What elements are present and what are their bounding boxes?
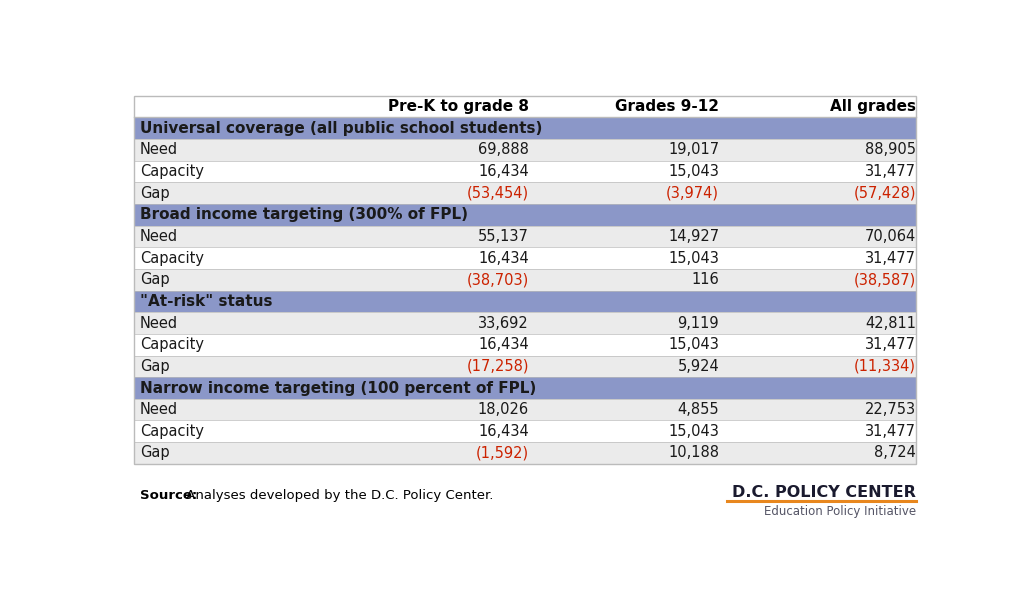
Text: 116: 116: [691, 272, 719, 287]
Text: 4,855: 4,855: [678, 402, 719, 417]
Text: Need: Need: [140, 402, 178, 417]
Text: (3,974): (3,974): [667, 186, 719, 201]
Bar: [134, 291, 916, 312]
Text: 31,477: 31,477: [865, 337, 916, 352]
Bar: [134, 269, 916, 291]
Text: 15,043: 15,043: [669, 164, 719, 179]
Text: 31,477: 31,477: [865, 164, 916, 179]
Text: (38,587): (38,587): [854, 272, 916, 287]
Bar: [134, 421, 916, 442]
Text: (1,592): (1,592): [475, 445, 528, 460]
Bar: [134, 225, 916, 247]
Text: All grades: All grades: [830, 99, 916, 114]
Text: Capacity: Capacity: [140, 164, 204, 179]
Bar: [134, 139, 916, 160]
Text: 31,477: 31,477: [865, 251, 916, 266]
Text: 31,477: 31,477: [865, 424, 916, 439]
Text: 8,724: 8,724: [874, 445, 916, 460]
Bar: [134, 182, 916, 204]
Text: Education Policy Initiative: Education Policy Initiative: [764, 505, 916, 518]
Text: Source:: Source:: [140, 489, 198, 502]
Text: Grades 9-12: Grades 9-12: [615, 99, 719, 114]
Text: 19,017: 19,017: [668, 142, 719, 158]
Text: 22,753: 22,753: [865, 402, 916, 417]
Text: Capacity: Capacity: [140, 337, 204, 352]
Text: Capacity: Capacity: [140, 424, 204, 439]
Text: 88,905: 88,905: [865, 142, 916, 158]
Text: 16,434: 16,434: [478, 337, 528, 352]
Bar: [134, 334, 916, 356]
Text: Capacity: Capacity: [140, 251, 204, 266]
Bar: [134, 96, 916, 464]
Text: Gap: Gap: [140, 359, 170, 374]
Bar: [134, 160, 916, 182]
Text: 16,434: 16,434: [478, 424, 528, 439]
Text: 9,119: 9,119: [678, 316, 719, 330]
Text: Gap: Gap: [140, 186, 170, 201]
Text: Universal coverage (all public school students): Universal coverage (all public school st…: [140, 121, 543, 136]
Bar: [134, 247, 916, 269]
Text: 18,026: 18,026: [477, 402, 528, 417]
Text: (38,703): (38,703): [467, 272, 528, 287]
Text: Analyses developed by the D.C. Policy Center.: Analyses developed by the D.C. Policy Ce…: [182, 489, 494, 502]
Text: 15,043: 15,043: [669, 337, 719, 352]
Text: 33,692: 33,692: [478, 316, 528, 330]
Text: Need: Need: [140, 316, 178, 330]
Text: Need: Need: [140, 142, 178, 158]
Bar: [134, 377, 916, 399]
Bar: [134, 96, 916, 117]
Text: 10,188: 10,188: [669, 445, 719, 460]
Bar: [134, 312, 916, 334]
Text: 55,137: 55,137: [478, 229, 528, 244]
Text: Need: Need: [140, 229, 178, 244]
Text: "At-risk" status: "At-risk" status: [140, 294, 272, 309]
Text: 16,434: 16,434: [478, 164, 528, 179]
Bar: [134, 399, 916, 421]
Text: 15,043: 15,043: [669, 424, 719, 439]
Text: (57,428): (57,428): [854, 186, 916, 201]
Text: 69,888: 69,888: [478, 142, 528, 158]
Text: Broad income targeting (300% of FPL): Broad income targeting (300% of FPL): [140, 207, 468, 222]
Text: (17,258): (17,258): [466, 359, 528, 374]
Bar: [134, 204, 916, 225]
Text: 42,811: 42,811: [865, 316, 916, 330]
Bar: [134, 356, 916, 377]
Bar: [134, 442, 916, 464]
Text: Gap: Gap: [140, 272, 170, 287]
Text: 16,434: 16,434: [478, 251, 528, 266]
Text: 5,924: 5,924: [678, 359, 719, 374]
Bar: [134, 117, 916, 139]
Text: (11,334): (11,334): [854, 359, 916, 374]
Text: 14,927: 14,927: [668, 229, 719, 244]
Text: Gap: Gap: [140, 445, 170, 460]
Text: 15,043: 15,043: [669, 251, 719, 266]
Text: Pre-K to grade 8: Pre-K to grade 8: [388, 99, 528, 114]
Text: Narrow income targeting (100 percent of FPL): Narrow income targeting (100 percent of …: [140, 381, 537, 395]
Text: D.C. POLICY CENTER: D.C. POLICY CENTER: [732, 485, 916, 500]
Text: 70,064: 70,064: [865, 229, 916, 244]
Text: (53,454): (53,454): [467, 186, 528, 201]
